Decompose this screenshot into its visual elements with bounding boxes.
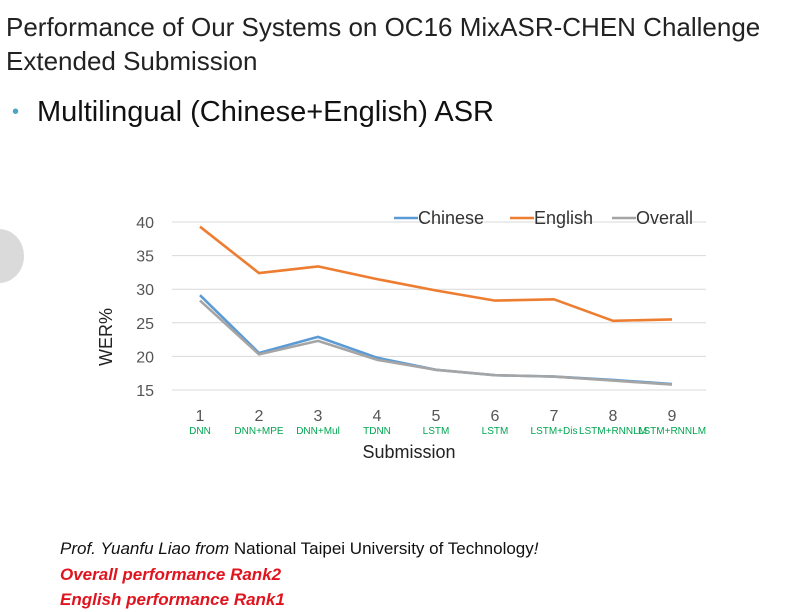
- legend-label-english: English: [534, 208, 593, 228]
- footer-overall-rank: Overall performance Rank2: [60, 565, 282, 584]
- slide-title: Performance of Our Systems on OC16 MixAS…: [6, 12, 761, 76]
- y-axis-label: WER%: [96, 308, 116, 366]
- x-sublabel: LSTM: [423, 426, 450, 437]
- series-line-english: [199, 225, 673, 323]
- x-tick-labels: 1 2 3 4 5 6 7 8 9: [196, 408, 677, 425]
- bullet-item: • Multilingual (Chinese+English) ASR: [12, 96, 494, 129]
- x-sublabel: DNN+MPE: [234, 426, 284, 437]
- x-tick-label: 1: [196, 408, 205, 425]
- y-tick-label: 25: [136, 316, 154, 333]
- x-tick-label: 3: [314, 408, 323, 425]
- x-sublabel: DNN+Mul: [296, 426, 340, 437]
- x-sublabel: DNN: [189, 426, 211, 437]
- series-line-overall: [199, 299, 673, 386]
- footer-english-rank: English performance Rank1: [60, 590, 285, 609]
- footer-credit-exclamation: !: [533, 539, 539, 558]
- x-sublabel: TDNN: [363, 426, 391, 437]
- y-tick-label: 30: [136, 282, 154, 299]
- wer-line-chart: 15 20 25 30 35 40 1 2 3 4 5 6 7 8 9 DNN DNN+MPE DNN+Mul…: [96, 208, 706, 462]
- x-tick-label: 5: [432, 408, 441, 425]
- bullet-dot-icon: •: [12, 101, 20, 123]
- x-tick-label: 9: [668, 408, 677, 425]
- x-tick-label: 8: [609, 408, 618, 425]
- x-sublabel: LSTM+RNNLM: [638, 426, 706, 437]
- y-tick-label: 20: [136, 349, 154, 366]
- y-tick-label: 35: [136, 249, 154, 266]
- y-tick-label: 15: [136, 383, 154, 400]
- x-tick-label: 7: [550, 408, 559, 425]
- footer-credit-name: Prof. Yuanfu Liao from: [60, 539, 230, 558]
- legend: Chinese English Overall: [394, 208, 693, 228]
- x-tick-label: 6: [491, 408, 500, 425]
- grid-lines: [172, 221, 706, 391]
- y-tick-labels: 15 20 25 30 35 40: [136, 215, 154, 400]
- x-sublabels: DNN DNN+MPE DNN+Mul TDNN LSTM LSTM LSTM+Dis LST…: [189, 426, 706, 437]
- series-lines: [199, 225, 673, 386]
- y-tick-label: 40: [136, 215, 154, 232]
- footer-credit-institution: National Taipei University of Technology: [229, 539, 534, 558]
- x-sublabel: LSTM+RNNLM: [579, 426, 647, 437]
- x-sublabel: LSTM: [482, 426, 509, 437]
- x-tick-label: 4: [373, 408, 382, 425]
- legend-label-overall: Overall: [636, 208, 693, 228]
- footer-credit: Prof. Yuanfu Liao from National Taipei U…: [60, 537, 539, 561]
- x-tick-label: 2: [255, 408, 264, 425]
- bullet-text: Multilingual (Chinese+English) ASR: [37, 96, 494, 128]
- legend-label-chinese: Chinese: [418, 208, 484, 228]
- x-sublabel: LSTM+Dis: [531, 426, 578, 437]
- x-axis-label: Submission: [362, 442, 455, 462]
